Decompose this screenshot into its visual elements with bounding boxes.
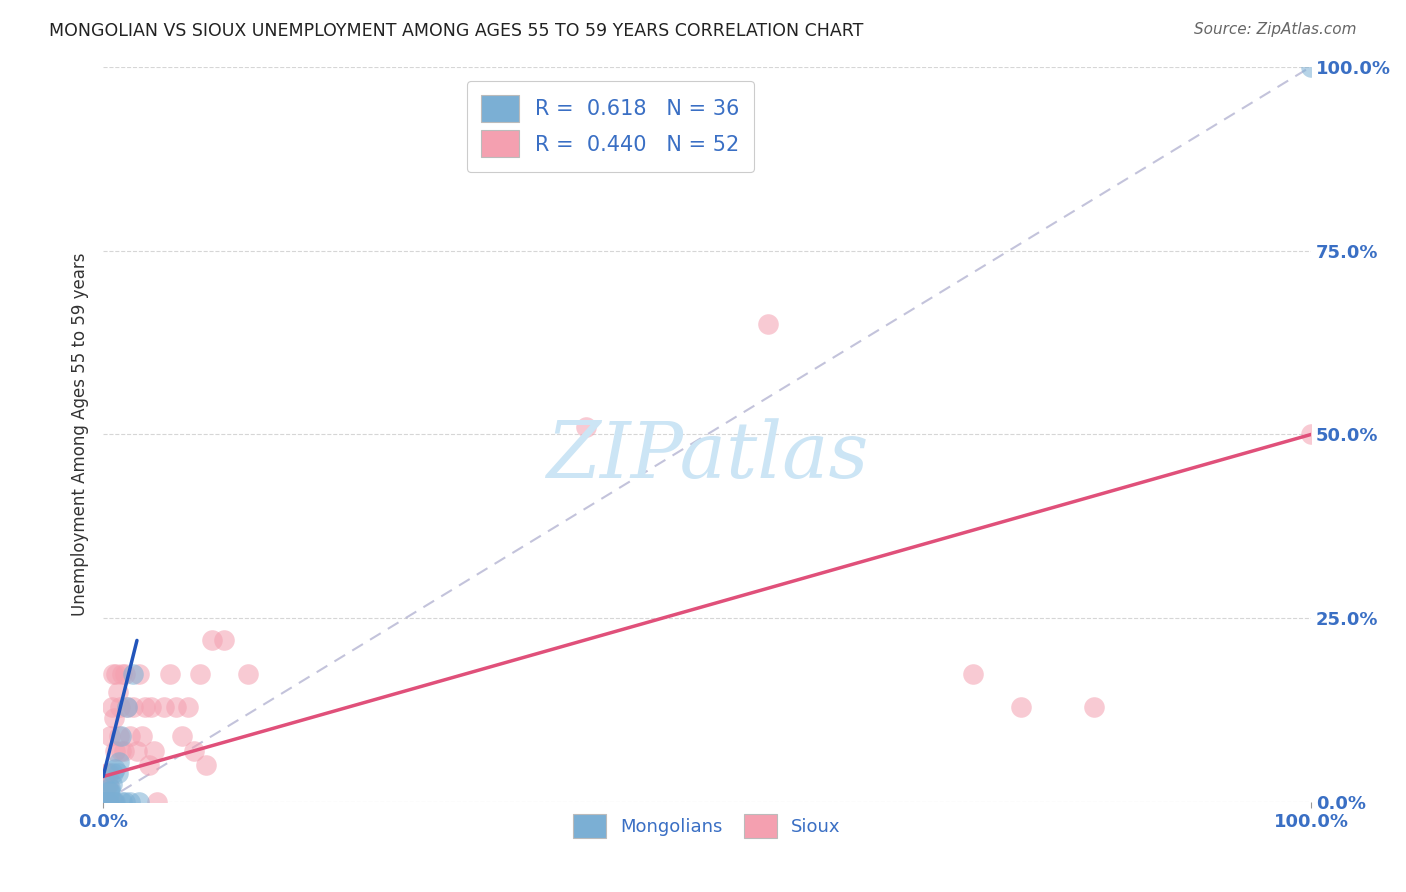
Point — [236, 666, 259, 681]
Point — [101, 795, 124, 809]
Point — [98, 765, 121, 780]
Point — [91, 795, 114, 809]
Point — [112, 744, 135, 758]
Point — [110, 744, 132, 758]
Point — [100, 795, 122, 809]
Point — [575, 420, 598, 434]
Point — [98, 784, 121, 798]
Point — [94, 795, 117, 809]
Point — [1010, 699, 1032, 714]
Point — [122, 666, 145, 681]
Point — [117, 699, 139, 714]
Point — [188, 666, 211, 681]
Point — [111, 795, 134, 809]
Point — [194, 758, 217, 772]
Text: MONGOLIAN VS SIOUX UNEMPLOYMENT AMONG AGES 55 TO 59 YEARS CORRELATION CHART: MONGOLIAN VS SIOUX UNEMPLOYMENT AMONG AG… — [49, 22, 863, 40]
Text: Source: ZipAtlas.com: Source: ZipAtlas.com — [1194, 22, 1357, 37]
Point — [96, 765, 118, 780]
Point — [146, 795, 169, 809]
Point — [117, 699, 139, 714]
Point — [122, 699, 145, 714]
Point — [91, 795, 114, 809]
Point — [96, 795, 118, 809]
Point — [128, 795, 150, 809]
Point — [104, 762, 127, 776]
Point — [91, 795, 114, 809]
Point — [93, 795, 115, 809]
Point — [114, 666, 136, 681]
Point — [111, 666, 134, 681]
Point — [97, 795, 120, 809]
Point — [98, 795, 121, 809]
Point — [104, 744, 127, 758]
Point — [201, 633, 224, 648]
Point — [138, 758, 160, 772]
Point — [100, 784, 122, 798]
Point — [94, 795, 117, 809]
Point — [141, 699, 163, 714]
Point — [98, 795, 121, 809]
Point — [142, 744, 165, 758]
Point — [101, 666, 124, 681]
Point — [103, 711, 125, 725]
Point — [131, 729, 153, 743]
Point — [108, 729, 131, 743]
Point — [107, 685, 129, 699]
Point — [104, 795, 127, 809]
Point — [91, 795, 114, 809]
Point — [165, 699, 187, 714]
Y-axis label: Unemployment Among Ages 55 to 59 years: Unemployment Among Ages 55 to 59 years — [72, 252, 89, 616]
Point — [93, 795, 115, 809]
Point — [159, 666, 181, 681]
Point — [100, 777, 122, 791]
Point — [91, 795, 114, 809]
Point — [96, 795, 118, 809]
Point — [962, 666, 984, 681]
Point — [183, 744, 205, 758]
Point — [101, 765, 124, 780]
Point — [94, 780, 117, 795]
Point — [128, 666, 150, 681]
Point — [91, 795, 114, 809]
Point — [100, 729, 122, 743]
Point — [94, 795, 117, 809]
Point — [110, 729, 132, 743]
Point — [118, 729, 141, 743]
Point — [176, 699, 198, 714]
Point — [96, 795, 118, 809]
Point — [108, 755, 131, 769]
Point — [91, 795, 114, 809]
Point — [105, 666, 128, 681]
Point — [212, 633, 235, 648]
Point — [125, 744, 148, 758]
Point — [93, 795, 115, 809]
Point — [118, 795, 141, 809]
Point — [107, 765, 129, 780]
Point — [114, 795, 136, 809]
Point — [1083, 699, 1105, 714]
Point — [108, 699, 131, 714]
Point — [91, 795, 114, 809]
Point — [97, 795, 120, 809]
Point — [103, 795, 125, 809]
Point — [91, 795, 114, 809]
Point — [170, 729, 193, 743]
Text: ZIPatlas: ZIPatlas — [546, 418, 869, 495]
Point — [100, 780, 122, 795]
Point — [1301, 60, 1323, 74]
Point — [96, 795, 118, 809]
Point — [756, 317, 779, 331]
Point — [152, 699, 174, 714]
Point — [1301, 427, 1323, 442]
Legend: Mongolians, Sioux: Mongolians, Sioux — [567, 807, 848, 845]
Point — [100, 699, 122, 714]
Point — [97, 777, 120, 791]
Point — [134, 699, 156, 714]
